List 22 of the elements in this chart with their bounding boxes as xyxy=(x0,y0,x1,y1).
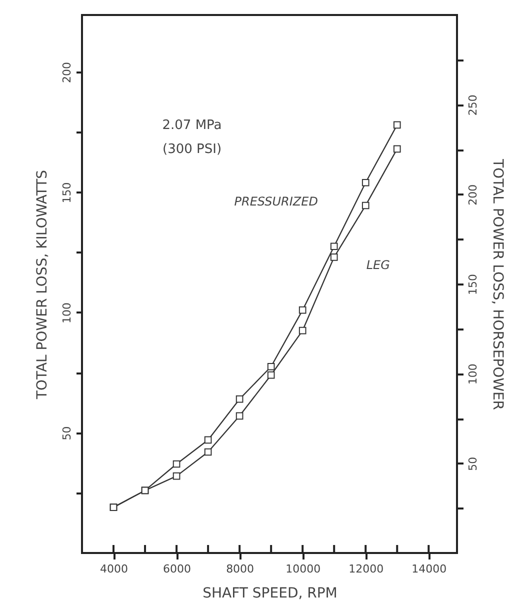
x-tick-label: 10000 xyxy=(286,562,321,576)
annotation: (300 PSI) xyxy=(162,142,222,157)
y2-axis-title: TOTAL POWER LOSS, HORSEPOWER xyxy=(490,158,506,410)
x-tick-label: 6000 xyxy=(163,562,192,576)
y2-tick-label: 100 xyxy=(466,364,480,385)
y-tick-label: 100 xyxy=(60,302,74,324)
y2-tick-label: 250 xyxy=(466,94,480,116)
x-tick-label: 12000 xyxy=(348,562,384,576)
y2-tick-label: 200 xyxy=(466,184,480,206)
y-axis-title: TOTAL POWER LOSS, KILOWATTS xyxy=(34,170,50,400)
y2-tick-label: 150 xyxy=(466,274,480,295)
annotation: 2.07 MPa xyxy=(162,118,222,133)
y-tick-label: 150 xyxy=(60,182,74,204)
y-tick-label: 200 xyxy=(60,62,74,83)
x-tick-label: 8000 xyxy=(226,562,254,576)
text: PRESSURIZED xyxy=(234,194,318,208)
x-tick-label: 4000 xyxy=(100,562,128,576)
y-tick-label: 50 xyxy=(60,426,74,440)
x-tick-label: 14000 xyxy=(412,562,447,576)
text: LEG xyxy=(366,258,390,272)
y2-tick-label: 50 xyxy=(466,456,480,471)
x-axis-title: SHAFT SPEED, RPM xyxy=(202,586,338,602)
